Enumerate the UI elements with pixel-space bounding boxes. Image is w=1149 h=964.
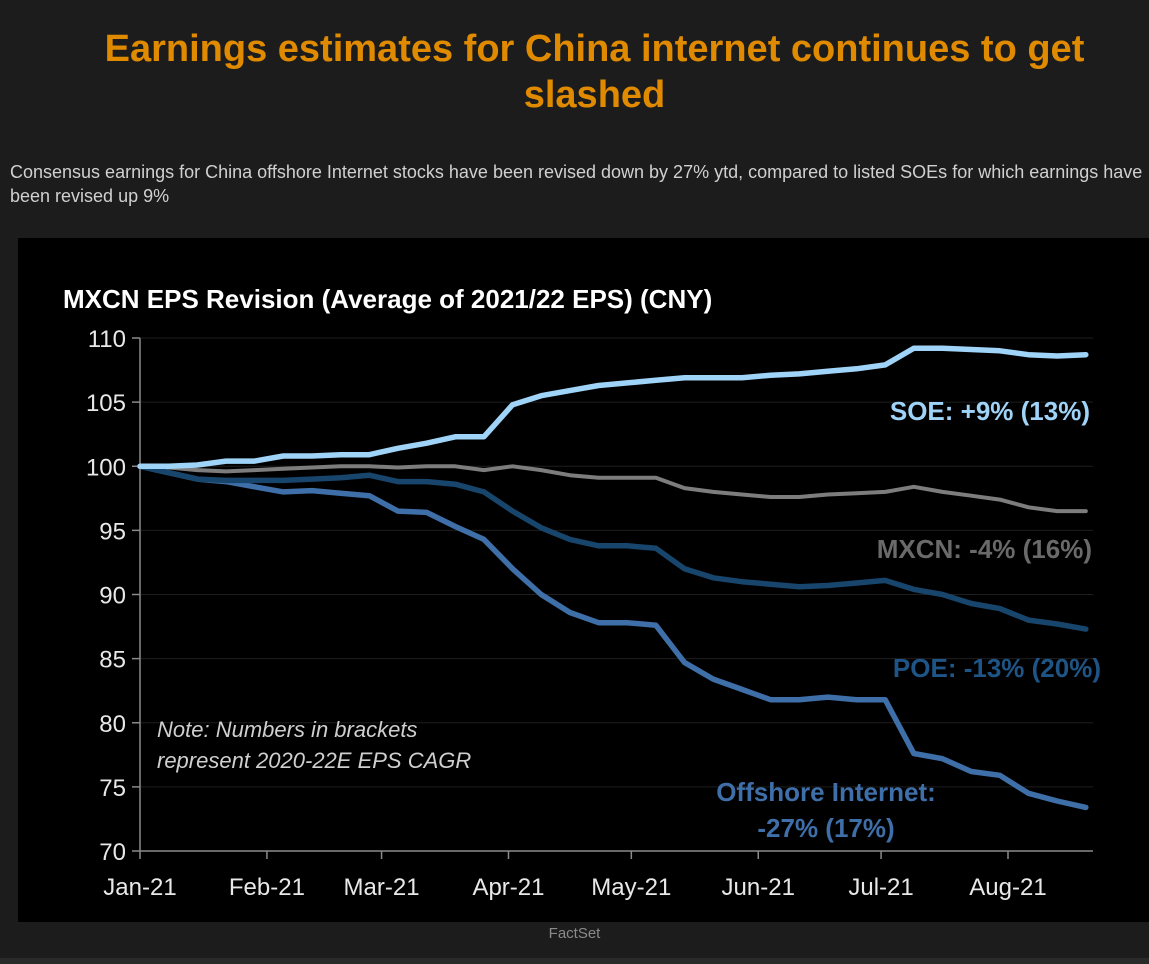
series-label-mxcn: MXCN: -4% (16%) [877, 534, 1092, 564]
eps-revision-chart: MXCN EPS Revision (Average of 2021/22 EP… [63, 284, 1101, 901]
x-tick-label: Apr-21 [472, 874, 544, 901]
x-tick-label: Jan-21 [103, 874, 176, 901]
x-tick-label: Aug-21 [969, 874, 1046, 901]
source-caption: FactSet [548, 925, 601, 942]
page-subtitle: Consensus earnings for China offshore In… [10, 162, 1143, 206]
y-tick-label: 110 [88, 326, 126, 353]
series-label-soe: SOE: +9% (13%) [890, 396, 1090, 426]
x-tick-label: Jul-21 [848, 874, 913, 901]
series-label-poe: POE: -13% (20%) [893, 653, 1101, 683]
y-tick-label: 70 [99, 839, 126, 866]
series-line-mxcn [138, 464, 1088, 514]
y-tick-label: 85 [99, 647, 126, 674]
y-tick-label: 105 [86, 390, 126, 417]
note-line-2: represent 2020-22E EPS CAGR [157, 748, 471, 773]
x-tick-label: Jun-21 [722, 874, 795, 901]
chart-title: MXCN EPS Revision (Average of 2021/22 EP… [63, 284, 712, 314]
x-tick-label: Mar-21 [344, 874, 420, 901]
series-line-soe [137, 345, 1089, 470]
series-label-offshore-internet-value: -27% (17%) [757, 813, 894, 843]
page-title: Earnings estimates for China internet co… [104, 28, 1085, 116]
series-line-poe [137, 463, 1089, 632]
x-tick-label: May-21 [591, 874, 671, 901]
y-tick-label: 75 [99, 775, 126, 802]
y-tick-label: 100 [86, 454, 126, 481]
note-line-1: Note: Numbers in brackets [157, 717, 417, 742]
bottom-divider [0, 958, 1149, 964]
y-tick-label: 80 [99, 711, 126, 738]
chart-panel: MXCN EPS Revision (Average of 2021/22 EP… [18, 238, 1149, 922]
x-tick-label: Feb-21 [229, 874, 305, 901]
series-line-offshore-internet [137, 463, 1089, 811]
series-label-offshore-internet: Offshore Internet: [716, 777, 936, 807]
y-tick-label: 90 [99, 583, 126, 610]
y-tick-label: 95 [99, 518, 126, 545]
